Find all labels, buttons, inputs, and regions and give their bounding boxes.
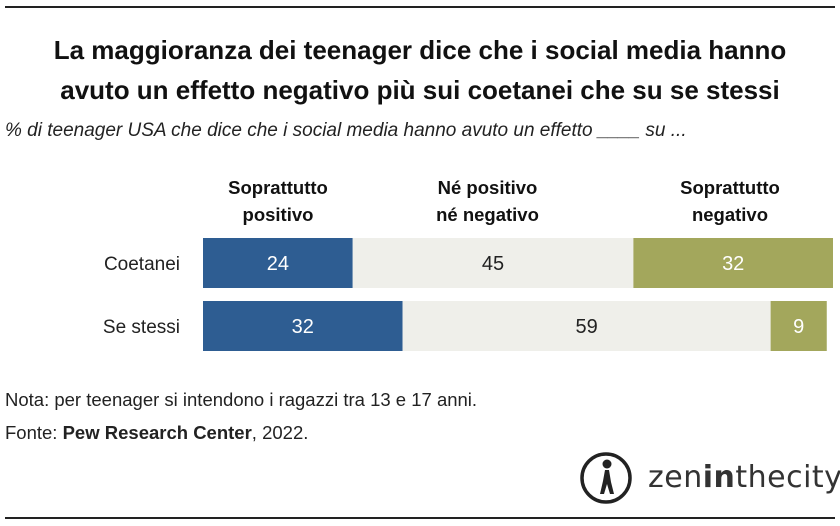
title-line-1: La maggioranza dei teenager dice che i s… — [53, 35, 787, 65]
walking-person-icon — [580, 452, 632, 504]
bar-segment — [203, 301, 403, 351]
source-suffix: , 2022. — [251, 422, 309, 443]
column-header-neutral-line2: né negativo — [436, 204, 539, 225]
column-header-positive: Soprattutto positivo — [203, 174, 353, 228]
logo-text-a: zen — [648, 460, 703, 495]
top-rule — [5, 6, 835, 8]
data-label: 9 — [793, 316, 804, 338]
bottom-rule — [5, 517, 835, 519]
column-header-neutral-line1: Né positivo — [437, 177, 538, 198]
logo-text: zeninthecity — [648, 460, 840, 495]
data-label: 59 — [575, 316, 597, 338]
bar-segment — [402, 301, 771, 351]
column-header-negative-line2: negativo — [691, 204, 769, 225]
footnote: Nota: per teenager si intendono i ragazz… — [5, 383, 477, 449]
bar-segment — [203, 238, 353, 288]
chart-title: La maggioranza dei teenager dice che i s… — [0, 30, 840, 110]
column-header-neutral: Né positivo né negativo — [405, 174, 570, 228]
source-name: Pew Research Center — [62, 422, 252, 443]
note-text: Nota: per teenager si intendono i ragazz… — [5, 389, 478, 410]
bar-segment — [770, 301, 827, 351]
column-header-negative-line1: Soprattutto — [680, 177, 780, 198]
logo-text-c: thecity — [735, 460, 840, 495]
column-header-positive-line1: Soprattutto — [228, 177, 328, 198]
source-prefix: Fonte: — [5, 422, 63, 443]
data-label: 24 — [267, 253, 289, 275]
logo-text-b: in — [702, 460, 736, 495]
data-label: 45 — [482, 253, 504, 275]
row-label: Coetanei — [104, 254, 180, 275]
column-header-positive-line2: positivo — [242, 204, 314, 225]
bar-segment — [352, 238, 634, 288]
chart-subtitle: % di teenager USA che dice che i social … — [5, 120, 687, 141]
bar-segment — [633, 238, 833, 288]
row-label: Se stessi — [103, 317, 180, 338]
column-header-negative: Soprattutto negativo — [655, 174, 805, 228]
title-line-2: avuto un effetto negativo più sui coetan… — [60, 75, 780, 105]
zeninthecity-logo: zeninthecity — [578, 450, 840, 506]
data-label: 32 — [722, 253, 744, 275]
source-text: Fonte: Pew Research Center, 2022. — [5, 416, 477, 449]
data-label: 32 — [292, 316, 314, 338]
